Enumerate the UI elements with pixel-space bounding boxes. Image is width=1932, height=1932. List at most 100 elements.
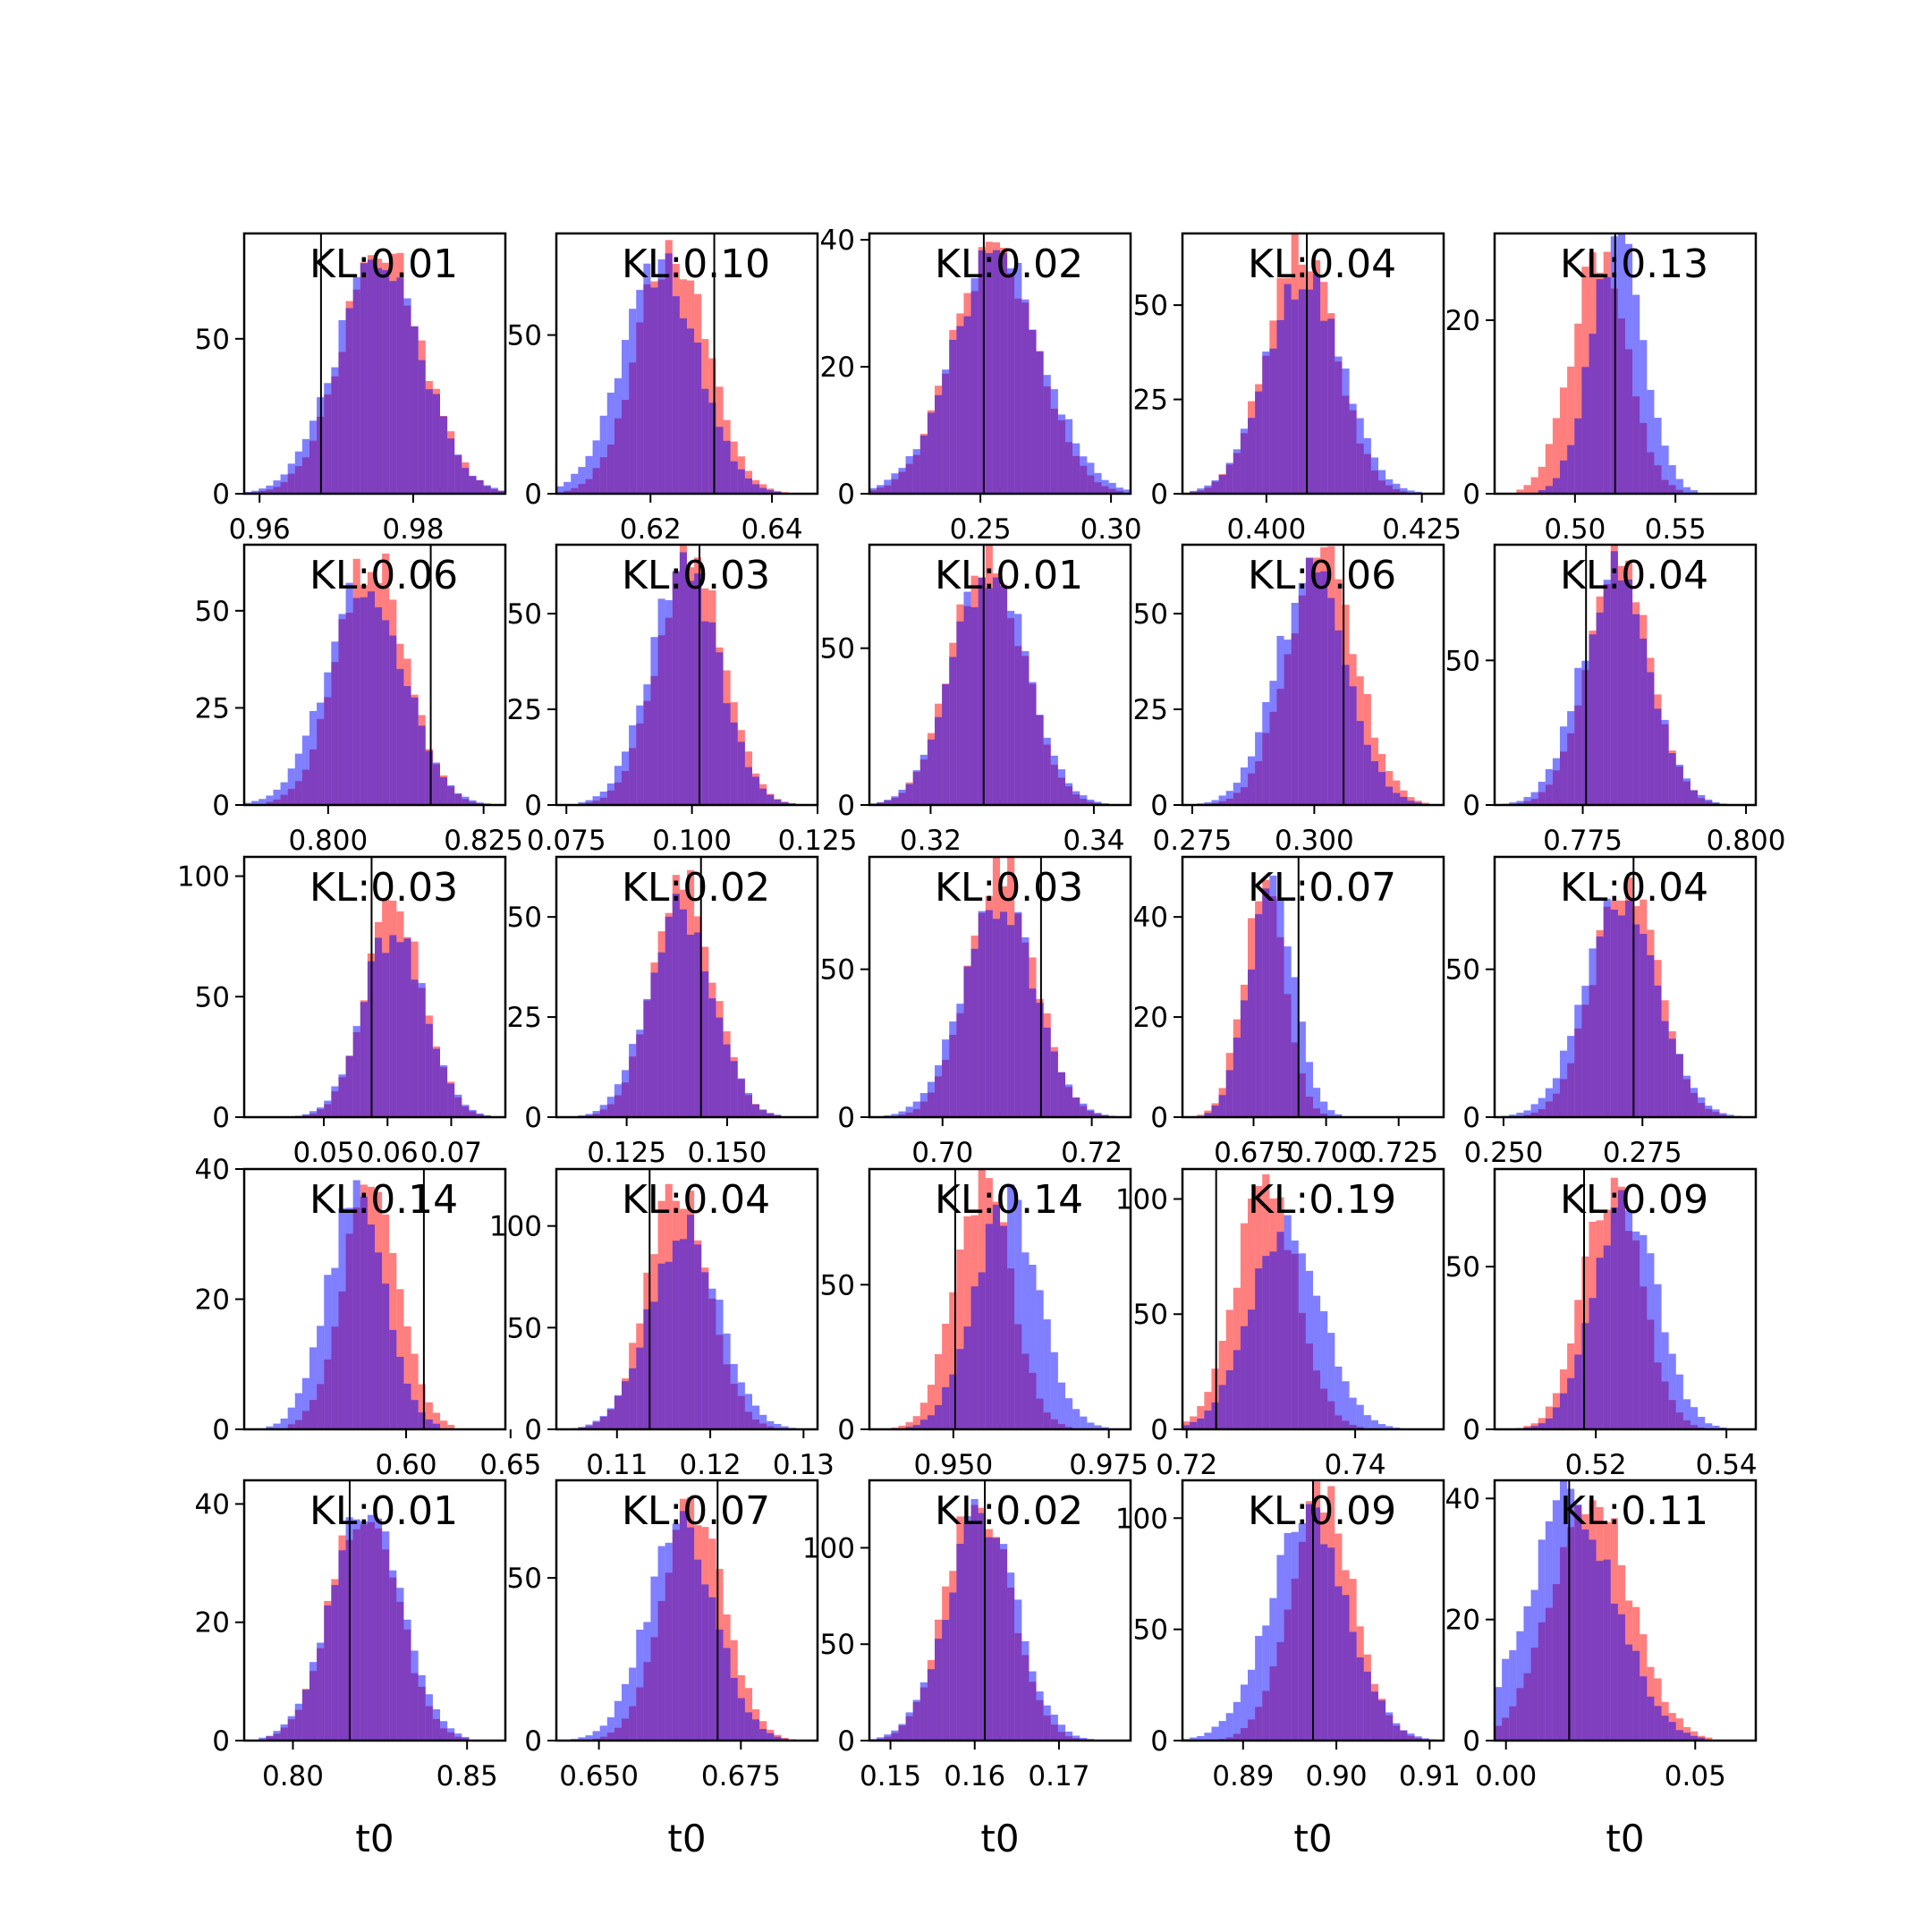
blue-histogram-bar: [396, 942, 404, 1117]
blue-histogram-bar: [679, 909, 687, 1117]
blue-histogram-bar: [891, 1114, 899, 1117]
x-tick-label: 0.125: [778, 825, 858, 857]
y-tick-label: 100: [1115, 1183, 1168, 1216]
blue-histogram-bar: [1574, 667, 1582, 805]
blue-histogram-bar: [1640, 1234, 1648, 1429]
x-tick-label: 0.725: [1359, 1137, 1438, 1169]
histogram-bars: [578, 546, 796, 805]
blue-histogram-bar: [324, 672, 332, 805]
blue-histogram-bar: [614, 1084, 622, 1117]
blue-histogram-bar: [1269, 1597, 1277, 1741]
blue-histogram-bar: [949, 1374, 957, 1429]
blue-histogram-bar: [694, 932, 702, 1117]
axes-frame: [1181, 543, 1445, 807]
blue-histogram-bar: [992, 1538, 1000, 1741]
blue-histogram-bar: [578, 801, 586, 805]
blue-histogram-bar: [1661, 719, 1669, 805]
blue-histogram-bar: [1269, 348, 1277, 494]
blue-histogram-bar: [1632, 924, 1640, 1117]
blue-histogram-bar: [309, 1662, 318, 1741]
blue-histogram-bar: [636, 1629, 644, 1741]
blue-histogram-bar: [1640, 638, 1648, 805]
blue-histogram-bar: [396, 668, 404, 805]
blue-histogram-bar: [1218, 795, 1226, 805]
blue-histogram-bar: [1225, 1713, 1233, 1741]
blue-histogram-bar: [1305, 1062, 1313, 1117]
axes-frame: [1493, 1479, 1758, 1742]
blue-histogram-bar: [462, 1736, 470, 1741]
blue-histogram-bar: [454, 792, 462, 805]
blue-histogram-bar: [1560, 726, 1568, 805]
panels: 0.96 0.98 0 50 KL:0.01 0.62 0.64 0 50 KL:0.10 0.25…: [177, 225, 1786, 1860]
blue-histogram-bar: [454, 1733, 462, 1741]
blue-histogram-bar: [1335, 356, 1343, 494]
blue-histogram-bar: [708, 1597, 716, 1741]
red-histogram-bar: [1705, 1737, 1713, 1741]
blue-histogram-bar: [1087, 800, 1095, 805]
blue-histogram-bar: [672, 296, 680, 494]
blue-histogram-bar: [1050, 1051, 1058, 1117]
panel-r3-c5: 0.250 0.275 0 50 KL:0.04: [1445, 855, 1758, 1169]
histogram-bars: [1495, 1480, 1713, 1741]
blue-histogram-bar: [1625, 1644, 1633, 1741]
blue-histogram-bar: [1080, 1737, 1088, 1741]
red-histogram-bar: [1545, 1406, 1553, 1429]
blue-histogram-bar: [578, 1737, 586, 1741]
blue-histogram-bar: [1218, 1721, 1226, 1741]
blue-histogram-bar: [1087, 1109, 1095, 1117]
blue-histogram-bar: [324, 383, 332, 494]
blue-histogram-bar: [927, 1669, 935, 1741]
kl-annotation: KL:0.04: [1560, 553, 1708, 598]
blue-histogram-bar: [919, 754, 928, 805]
blue-histogram-bar: [665, 1542, 673, 1741]
axes-frame: [868, 232, 1132, 496]
y-tick-label: 25: [195, 692, 230, 724]
blue-histogram-bar: [687, 328, 695, 494]
blue-histogram-bar: [1000, 911, 1008, 1117]
x-tick-label: 0.12: [680, 1449, 741, 1481]
blue-histogram-bar: [927, 739, 935, 805]
axes-frame: [242, 855, 507, 1119]
kl-annotation: KL:0.01: [309, 1488, 458, 1534]
blue-histogram-bar: [483, 485, 491, 494]
blue-histogram-bar: [781, 1426, 789, 1429]
blue-histogram-bar: [1327, 1333, 1335, 1429]
blue-histogram-bar: [1065, 783, 1073, 805]
blue-histogram-bar: [1291, 602, 1299, 805]
x-tick-label: 0.05: [1665, 1760, 1726, 1792]
blue-histogram-bar: [650, 637, 658, 805]
blue-histogram-bar: [1211, 1106, 1219, 1117]
blue-histogram-bar: [592, 1111, 600, 1117]
axes-frame: [1493, 232, 1758, 496]
blue-histogram-bar: [672, 571, 680, 805]
blue-histogram-bar: [1000, 586, 1008, 805]
y-tick-label: 40: [195, 1488, 230, 1521]
blue-histogram-bar: [1378, 1424, 1386, 1429]
kl-annotation: KL:0.04: [1560, 865, 1708, 911]
blue-histogram-bar: [1617, 915, 1625, 1117]
x-tick-label: 0.34: [1063, 825, 1124, 857]
blue-histogram-bar: [1036, 1290, 1044, 1429]
blue-histogram-bar: [898, 1724, 906, 1741]
y-tick-label: 50: [820, 954, 855, 987]
blue-histogram-bar: [1335, 630, 1343, 805]
blue-histogram-bar: [301, 1114, 309, 1117]
blue-histogram-bar: [1625, 900, 1633, 1117]
blue-histogram-bar: [1262, 1625, 1270, 1741]
blue-histogram-bar: [1690, 1407, 1699, 1429]
blue-histogram-bar: [1530, 1589, 1538, 1741]
blue-histogram-bar: [891, 473, 899, 494]
blue-histogram-bar: [1640, 1676, 1648, 1741]
blue-histogram-bar: [970, 278, 979, 494]
blue-histogram-bar: [1647, 954, 1655, 1117]
blue-histogram-bar: [1182, 1425, 1191, 1429]
blue-histogram-bar: [1262, 1256, 1270, 1429]
y-tick-label: 0: [1462, 479, 1480, 511]
blue-histogram-bar: [1240, 767, 1248, 805]
y-tick-label: 0: [837, 1414, 855, 1446]
blue-histogram-bar: [1276, 1232, 1284, 1429]
blue-histogram-bar: [949, 657, 957, 805]
blue-histogram-bar: [1335, 1586, 1343, 1741]
blue-histogram-bar: [1661, 445, 1669, 494]
